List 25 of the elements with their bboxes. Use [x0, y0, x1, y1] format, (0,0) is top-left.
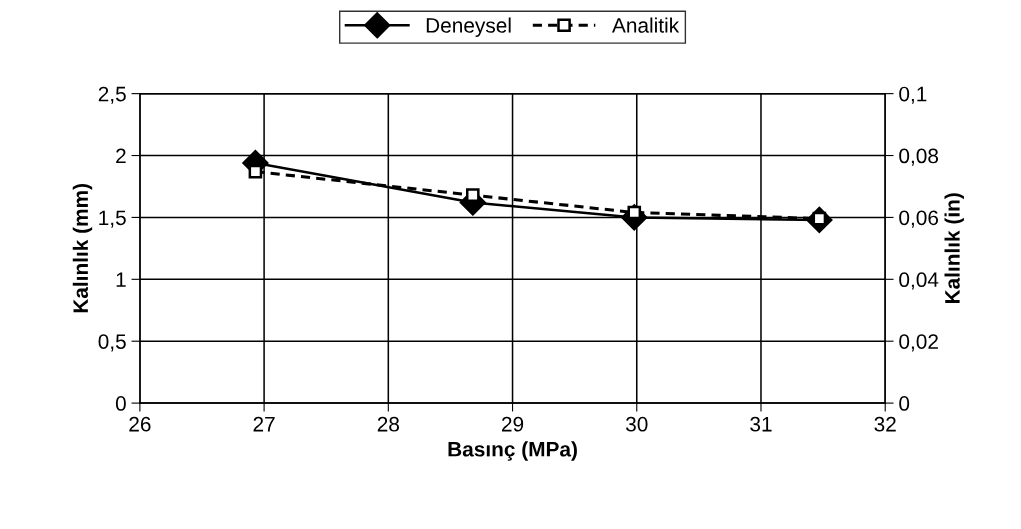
- y2-tick-label: 0,1: [899, 86, 927, 104]
- y2-tick-label: 0: [899, 396, 910, 411]
- y2-tick-label: 0,02: [899, 334, 938, 352]
- x-axis-title: Basınç (MPa): [448, 441, 577, 461]
- x-tick-label: 28: [377, 416, 399, 432]
- x-tick-label: 26: [129, 416, 151, 432]
- y2-tick-label: 0,08: [899, 148, 939, 166]
- y-tick-label: 0,5: [98, 334, 126, 352]
- x-tick-label: 27: [253, 416, 275, 432]
- y2-tick-label: 0,06: [899, 210, 939, 228]
- y-tick-label: 2,5: [98, 86, 126, 104]
- y-axis-title: Kalınlık (mm): [72, 183, 93, 313]
- y-tick-label: 1,5: [99, 210, 126, 228]
- x-tick-label: 30: [625, 416, 648, 432]
- legend-label: Deneysel: [426, 17, 511, 37]
- y2-axis-title: Kalınlık (in): [944, 193, 964, 304]
- y-tick-label: 1: [116, 272, 126, 287]
- point: [465, 188, 480, 202]
- x-tick-label: 31: [750, 416, 772, 432]
- legend-label: Analitik: [612, 17, 680, 33]
- y-tick-label: 0: [115, 396, 126, 411]
- x-tick-label: 32: [874, 416, 896, 432]
- y-tick-label: 2: [116, 148, 126, 164]
- y2-tick-label: 0,04: [899, 272, 939, 290]
- x-tick-label: 29: [502, 416, 524, 432]
